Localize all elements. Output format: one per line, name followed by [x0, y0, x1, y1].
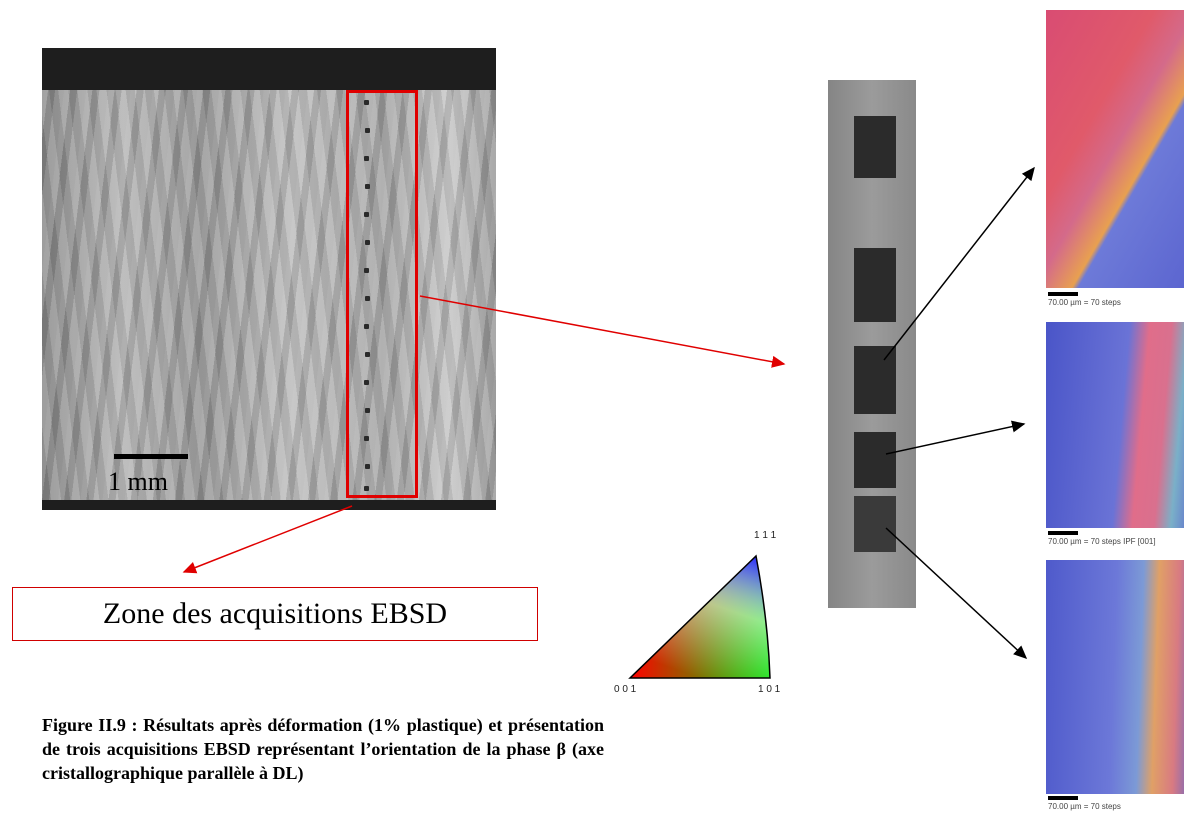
indent-marker [364, 268, 369, 273]
map-3-caption: 70.00 µm = 70 steps [1048, 802, 1121, 811]
ebsd-map-2 [1046, 322, 1184, 528]
indent-marker [364, 324, 369, 329]
acquisition-window [854, 248, 896, 322]
indent-marker [364, 100, 369, 105]
ipf-color-key: 1 1 1 0 0 1 1 0 1 [608, 520, 808, 705]
indent-marker [365, 464, 370, 469]
specimen-strip-image [828, 80, 916, 608]
map-scale-bar [1048, 531, 1078, 535]
zone-label-box: Zone des acquisitions EBSD [12, 587, 538, 641]
key-label-101: 1 0 1 [758, 684, 781, 695]
arrow-to-map-3 [885, 527, 1028, 660]
scale-bar [114, 454, 188, 459]
micrograph-surface [42, 90, 496, 500]
indent-marker [365, 184, 370, 189]
ebsd-map-3 [1046, 560, 1184, 794]
map-1-caption: 70.00 µm = 70 steps [1048, 298, 1121, 307]
ipf-triangle [628, 554, 771, 679]
indent-marker [364, 436, 369, 441]
zone-label: Zone des acquisitions EBSD [102, 597, 448, 630]
map-2-caption: 70.00 µm = 70 steps IPF [001] [1048, 537, 1156, 546]
indent-marker [364, 380, 369, 385]
map-scale-bar [1048, 796, 1078, 800]
acquisition-window [854, 346, 896, 414]
indent-marker [364, 486, 369, 491]
acquisition-zone-rectangle [346, 90, 418, 498]
indent-marker [364, 156, 369, 161]
acquisition-window [854, 116, 896, 178]
acquisition-window [854, 432, 896, 488]
arrow-to-strip [419, 295, 786, 368]
key-label-111: 1 1 1 [754, 530, 777, 541]
arrow-to-zone-label [182, 505, 353, 574]
indent-marker [365, 240, 370, 245]
ebsd-map-1 [1046, 10, 1184, 288]
indent-marker [365, 296, 370, 301]
acquisition-window [854, 496, 896, 552]
indent-marker [365, 408, 370, 413]
map-scale-bar [1048, 292, 1078, 296]
arrow-to-map-1 [883, 166, 1035, 361]
key-label-001: 0 0 1 [614, 684, 637, 695]
arrow-to-map-2 [885, 420, 1026, 455]
figure-caption: Figure II.9 : Résultats après déformatio… [42, 715, 604, 783]
scale-label: 1 mm [108, 467, 168, 496]
indent-marker [365, 352, 370, 357]
indent-markers [364, 100, 374, 491]
indent-marker [364, 212, 369, 217]
indent-marker [365, 128, 370, 133]
